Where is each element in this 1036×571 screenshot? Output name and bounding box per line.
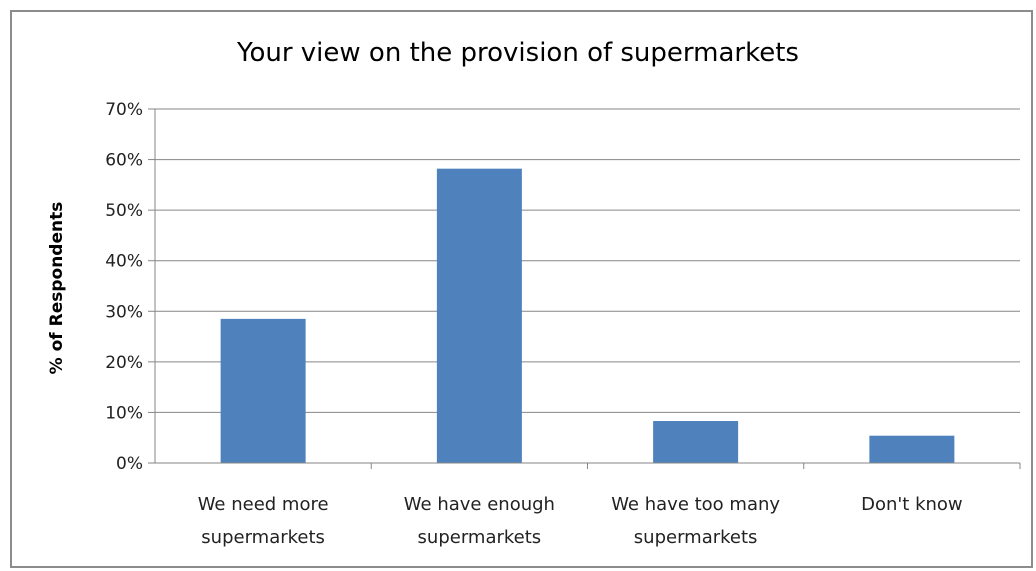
bar xyxy=(436,168,522,463)
bars xyxy=(220,168,955,463)
x-category-label: Don't know xyxy=(861,494,963,515)
y-tick-label: 40% xyxy=(105,252,143,272)
y-tick-label: 70% xyxy=(105,100,143,120)
axes xyxy=(148,108,1021,469)
x-category-label: supermarkets xyxy=(634,527,758,548)
y-tick-label: 10% xyxy=(105,403,143,423)
chart-title: Your view on the provision of supermarke… xyxy=(237,38,799,68)
x-category-label: supermarkets xyxy=(418,527,542,548)
y-tick-label: 60% xyxy=(105,151,143,171)
bar xyxy=(869,435,955,463)
y-tick-label: 0% xyxy=(116,454,143,474)
y-tick-label: 20% xyxy=(105,353,143,373)
x-category-label: We have enough xyxy=(404,494,555,515)
x-category-label: supermarkets xyxy=(201,527,325,548)
x-category-label: We have too many xyxy=(611,494,780,515)
y-tick-label: 50% xyxy=(105,201,143,221)
bar xyxy=(220,318,306,463)
x-category-label: We need more xyxy=(198,494,329,515)
y-tick-label: 30% xyxy=(105,302,143,322)
bar xyxy=(653,421,739,463)
axis-labels: 0% 10% 20% 30% 40% 50% 60% 70% We need more super… xyxy=(105,100,962,548)
